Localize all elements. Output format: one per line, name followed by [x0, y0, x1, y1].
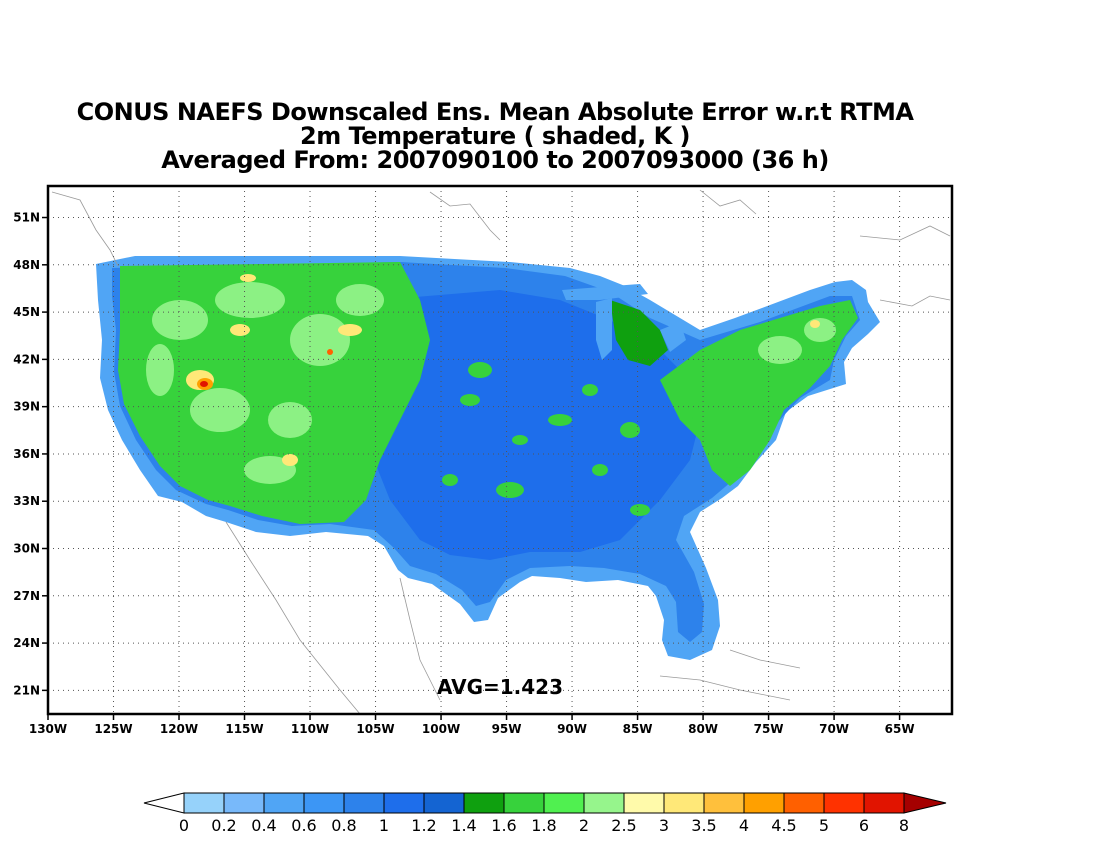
- colorbar-label: 1.8: [531, 816, 556, 835]
- colorbar-swatch: [623, 792, 665, 814]
- colorbar-label: 0.4: [251, 816, 276, 835]
- lon-tick-label: 125W: [94, 722, 132, 736]
- chart-title-block: CONUS NAEFS Downscaled Ens. Mean Absolut…: [0, 100, 990, 172]
- lon-tick-label: 85W: [623, 722, 653, 736]
- lat-tick-label: 51N: [13, 211, 40, 225]
- colorbar-swatch: [423, 792, 465, 814]
- title-line-3: Averaged From: 2007090100 to 2007093000 …: [161, 146, 829, 174]
- lat-tick-label: 39N: [13, 400, 40, 414]
- colorbar-label: 0.8: [331, 816, 356, 835]
- coastlines: [51, 189, 951, 714]
- lat-lon-grid: [48, 186, 952, 714]
- colorbar-label: 4: [739, 816, 749, 835]
- colorbar-swatch: [783, 792, 825, 814]
- max-error-spots: [197, 349, 333, 390]
- colorbar-swatch: [183, 792, 225, 814]
- colorbar-label: 1.2: [411, 816, 436, 835]
- colorbar-swatch: [703, 792, 745, 814]
- lat-tick-label: 45N: [13, 305, 40, 319]
- colorbar-label: 1.4: [451, 816, 476, 835]
- lon-tick-label: 115W: [225, 722, 263, 736]
- lat-tick-label: 24N: [13, 636, 40, 650]
- colorbar-swatch: [663, 792, 705, 814]
- colorbar-label: 8: [899, 816, 909, 835]
- colorbar-label: 0.6: [291, 816, 316, 835]
- west-lightgreen-patches: [146, 282, 836, 484]
- great-lakes: [562, 284, 686, 360]
- title-line-2: 2m Temperature ( shaded, K ): [300, 122, 690, 150]
- colorbar-swatch: [223, 792, 265, 814]
- lat-tick-label: 30N: [13, 542, 40, 556]
- colorbar-labels: 0 0.2 0.4 0.6 0.8 1 1.2 1.4 1.6 1.8 2 2.5 3 3.5 4 4.5 5 6…: [179, 816, 909, 835]
- east-green-speckles: [442, 362, 750, 516]
- colorbar-label: 2.5: [611, 816, 636, 835]
- colorbar-label: 0.2: [211, 816, 236, 835]
- lon-tick-label: 120W: [160, 722, 198, 736]
- lon-tick-label: 80W: [688, 722, 718, 736]
- colorbar-swatch: [543, 792, 585, 814]
- colorbar-swatch: [863, 792, 905, 814]
- colorbar-swatch: [463, 792, 505, 814]
- colorbar-label: 0: [179, 816, 189, 835]
- map-frame: [46, 184, 954, 716]
- lat-tick-label: 36N: [13, 447, 40, 461]
- colorbar-swatch: [743, 792, 785, 814]
- colorbar-under-triangle: [143, 792, 185, 814]
- lat-tick-label: 42N: [13, 352, 40, 366]
- lon-tick-label: 105W: [356, 722, 394, 736]
- colorbar-swatches: [143, 792, 947, 814]
- lon-tick-label: 95W: [492, 722, 522, 736]
- northeast-green-region: [660, 300, 858, 486]
- great-lakes-green-region: [610, 300, 668, 366]
- colorbar-swatch: [823, 792, 865, 814]
- colorbar-swatch: [343, 792, 385, 814]
- colorbar-swatch: [303, 792, 345, 814]
- colorbar-label: 2: [579, 816, 589, 835]
- colorbar-swatch: [383, 792, 425, 814]
- lon-tick-label: 65W: [885, 722, 915, 736]
- colorbar-swatch: [263, 792, 305, 814]
- colorbar-swatch: [503, 792, 545, 814]
- colorbar-label: 1.6: [491, 816, 516, 835]
- colorbar-label: 4.5: [771, 816, 796, 835]
- map-axes: 130W 125W 120W 115W 110W 105W 100W 95W 90W 85W 80W…: [13, 211, 914, 736]
- colorbar-label: 1: [379, 816, 389, 835]
- colorbar-over-triangle: [903, 792, 947, 814]
- lat-tick-label: 27N: [13, 589, 40, 603]
- lon-tick-label: 90W: [557, 722, 587, 736]
- colorbar-label: 3: [659, 816, 669, 835]
- map-area: [48, 186, 952, 714]
- lon-tick-label: 110W: [291, 722, 329, 736]
- lat-tick-label: 21N: [13, 683, 40, 697]
- lon-tick-label: 130W: [29, 722, 67, 736]
- lat-tick-label: 33N: [13, 494, 40, 508]
- lon-tick-label: 70W: [819, 722, 849, 736]
- lon-tick-label: 75W: [754, 722, 784, 736]
- avg-label: AVG=1.423: [437, 675, 563, 699]
- lat-tick-label: 48N: [13, 258, 40, 272]
- colorbar-label: 6: [859, 816, 869, 835]
- lon-tick-label: 100W: [422, 722, 460, 736]
- colorbar-swatch: [583, 792, 625, 814]
- conus-error-field-core: [360, 290, 700, 560]
- title-line-1: CONUS NAEFS Downscaled Ens. Mean Absolut…: [76, 98, 914, 126]
- colorbar-label: 3.5: [691, 816, 716, 835]
- colorbar-label: 5: [819, 816, 829, 835]
